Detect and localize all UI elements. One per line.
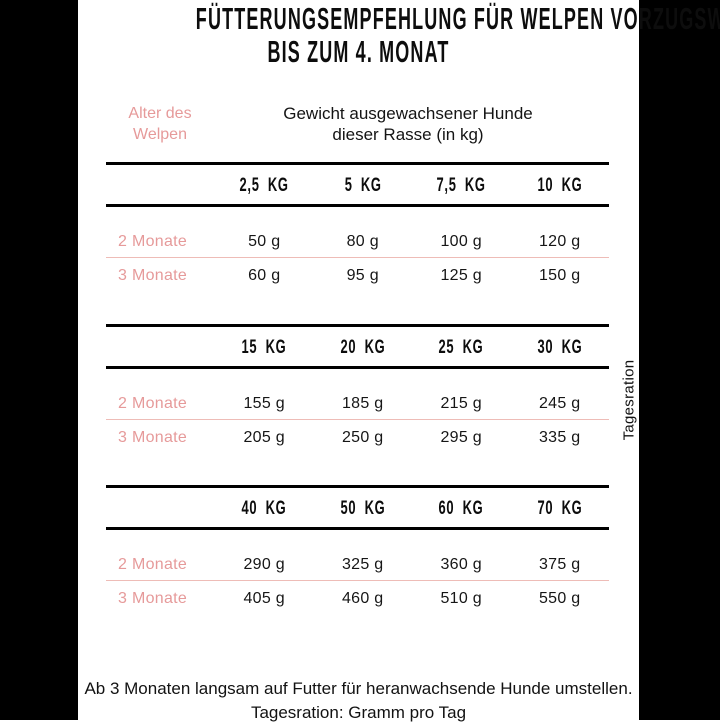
footer-line1: Ab 3 Monaten langsam auf Futter für hera… — [84, 679, 633, 698]
pink-separator-line — [106, 580, 609, 581]
kg-header-cell: 20 KG — [340, 337, 386, 358]
pink-separator-line — [106, 419, 609, 420]
left-black-bar — [0, 0, 78, 720]
footer-line2: Tagesration: Gramm pro Tag — [250, 703, 467, 722]
table-section-2: 15 KG 20 KG 25 KG 30 KG 2 Monate 155 g 1… — [106, 324, 609, 454]
table-row: 2 Monate 50 g 80 g 100 g 120 g — [106, 231, 609, 253]
kg-header-cell: 50 KG — [340, 498, 386, 519]
data-cell: 335 g — [538, 429, 581, 446]
data-cell: 360 g — [440, 556, 483, 573]
table-row: 3 Monate 60 g 95 g 125 g 150 g — [106, 265, 609, 287]
row-label: 2 Monate — [118, 233, 188, 250]
divider-line — [106, 366, 609, 369]
divider-line — [106, 324, 609, 327]
data-cell: 95 g — [346, 267, 379, 284]
kg-header-cell: 30 KG — [537, 337, 583, 358]
data-cell: 205 g — [243, 429, 286, 446]
data-cell: 550 g — [538, 590, 581, 607]
table-row: 2 Monate 155 g 185 g 215 g 245 g — [106, 393, 609, 415]
table-section-1: 2,5 KG 5 KG 7,5 KG 10 KG 2 Monate 50 g 8… — [106, 162, 609, 292]
kg-header-row: 40 KG 50 KG 60 KG 70 KG — [106, 498, 609, 520]
table-row: 2 Monate 290 g 325 g 360 g 375 g — [106, 554, 609, 576]
table-row: 3 Monate 405 g 460 g 510 g 550 g — [106, 588, 609, 610]
kg-header-row: 15 KG 20 KG 25 KG 30 KG — [106, 337, 609, 359]
data-cell: 60 g — [248, 267, 281, 284]
data-cell: 295 g — [440, 429, 483, 446]
data-cell: 460 g — [341, 590, 384, 607]
kg-header-row: 2,5 KG 5 KG 7,5 KG 10 KG — [106, 175, 609, 197]
data-cell: 120 g — [538, 233, 581, 250]
title-line1: FÜTTERUNGSEMPFEHLUNG FÜR WELPEN VORZUGSW… — [195, 1, 720, 36]
weight-header-line1: Gewicht ausgewachsener Hunde — [283, 104, 533, 123]
divider-line — [106, 204, 609, 207]
age-column-header: Alter des Welpen — [106, 103, 214, 145]
row-label: 2 Monate — [118, 556, 188, 573]
kg-header-spacer — [106, 175, 215, 197]
data-cell: 325 g — [341, 556, 384, 573]
kg-header-cell: 70 KG — [537, 498, 583, 519]
pink-separator-line — [106, 257, 609, 258]
kg-header-cell: 10 KG — [537, 175, 583, 196]
data-cell: 150 g — [538, 267, 581, 284]
data-cell: 100 g — [440, 233, 483, 250]
data-cell: 80 g — [346, 233, 379, 250]
data-cell: 405 g — [243, 590, 286, 607]
title-line2: BIS ZUM 4. MONAT — [267, 34, 450, 69]
data-cell: 125 g — [440, 267, 483, 284]
row-label: 3 Monate — [118, 429, 188, 446]
tagesration-side-label: Tagesration — [620, 359, 638, 441]
row-label: 3 Monate — [118, 590, 188, 607]
table-section-3: 40 KG 50 KG 60 KG 70 KG 2 Monate 290 g 3… — [106, 485, 609, 615]
page-title: FÜTTERUNGSEMPFEHLUNG FÜR WELPEN VORZUGSW… — [78, 1, 720, 69]
data-cell: 250 g — [341, 429, 384, 446]
kg-header-spacer — [106, 337, 215, 359]
data-cell: 375 g — [538, 556, 581, 573]
kg-header-cell: 2,5 KG — [239, 175, 289, 196]
kg-header-cell: 5 KG — [344, 175, 382, 196]
data-cell: 185 g — [341, 395, 384, 412]
age-header-line2: Welpen — [133, 126, 187, 143]
footer-note: Ab 3 Monaten langsam auf Futter für hera… — [78, 677, 639, 725]
kg-header-cell: 25 KG — [438, 337, 484, 358]
data-cell: 510 g — [440, 590, 483, 607]
right-black-bar — [639, 0, 720, 720]
weight-columns-header: Gewicht ausgewachsener Hunde dieser Rass… — [215, 103, 601, 145]
data-cell: 155 g — [243, 395, 286, 412]
row-label: 2 Monate — [118, 395, 188, 412]
divider-line — [106, 485, 609, 488]
kg-header-cell: 60 KG — [438, 498, 484, 519]
kg-header-cell: 40 KG — [241, 498, 287, 519]
data-cell: 215 g — [440, 395, 483, 412]
weight-header-line2: dieser Rasse (in kg) — [332, 125, 484, 144]
kg-header-spacer — [106, 498, 215, 520]
divider-line — [106, 527, 609, 530]
kg-header-cell: 15 KG — [241, 337, 287, 358]
kg-header-cell: 7,5 KG — [436, 175, 486, 196]
data-cell: 290 g — [243, 556, 286, 573]
age-header-line1: Alter des — [128, 105, 192, 122]
divider-line — [106, 162, 609, 165]
data-cell: 245 g — [538, 395, 581, 412]
row-label: 3 Monate — [118, 267, 188, 284]
data-cell: 50 g — [248, 233, 281, 250]
table-row: 3 Monate 205 g 250 g 295 g 335 g — [106, 427, 609, 449]
